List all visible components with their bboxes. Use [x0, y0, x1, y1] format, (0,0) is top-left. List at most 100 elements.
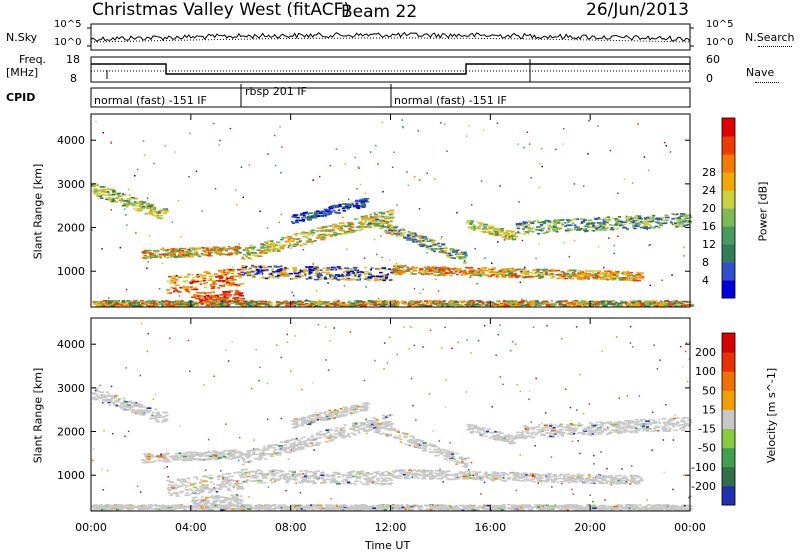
range-cell: [130, 196, 135, 199]
range-cell: [539, 275, 544, 278]
range-cell: [662, 303, 668, 306]
range-cell: [338, 302, 342, 305]
range-cell: [411, 237, 416, 240]
range-cell: [285, 237, 290, 239]
range-cell: [241, 266, 247, 269]
range-cell: [467, 301, 471, 304]
range-cell: [223, 269, 226, 271]
range-cell: [542, 270, 548, 273]
range-cell: [614, 276, 619, 279]
range-cell: [381, 256, 383, 259]
range-cell: [308, 275, 313, 278]
range-cell: [591, 302, 597, 305]
range-cell: [464, 303, 468, 306]
range-cell: [369, 225, 373, 227]
range-cell: [592, 227, 597, 229]
range-cell: [204, 484, 209, 486]
range-cell: [99, 186, 105, 188]
range-cell: [226, 271, 230, 273]
range-cell: [578, 303, 583, 306]
range-cell: [625, 277, 629, 280]
range-cell: [279, 272, 284, 274]
range-cell: [384, 225, 390, 228]
range-cell: [152, 210, 156, 212]
range-cell: [193, 483, 196, 485]
range-cell: [538, 277, 542, 279]
range-cell: [209, 295, 214, 297]
range-cell: [232, 266, 234, 268]
range-cell: [236, 495, 240, 497]
range-cell: [189, 457, 195, 459]
range-cell: [139, 406, 143, 409]
range-cell: [232, 483, 235, 486]
range-cell: [544, 219, 550, 222]
range-cell: [348, 269, 353, 272]
range-cell: [186, 484, 190, 487]
range-cell: [206, 302, 211, 304]
range-cell: [353, 274, 357, 277]
range-cell: [646, 216, 650, 219]
range-cell: [603, 229, 607, 231]
range-cell: [234, 500, 239, 502]
range-cell: [210, 285, 212, 288]
range-cell: [126, 198, 130, 200]
range-cell: [599, 272, 604, 274]
range-cell: [325, 269, 330, 271]
range-cell: [348, 223, 353, 225]
range-cell: [682, 300, 687, 303]
range-cell: [566, 222, 569, 224]
range-cell: [400, 267, 404, 269]
range-cell: [398, 271, 403, 274]
range-cell: [507, 274, 510, 276]
range-cell: [220, 271, 224, 274]
range-cell: [185, 290, 190, 292]
range-cell: [141, 256, 146, 259]
range-cell: [207, 279, 212, 282]
range-cell: [531, 231, 535, 233]
range-cell: [407, 184, 410, 186]
range-cell: [362, 301, 366, 303]
range-cell: [321, 301, 325, 304]
range-cell: [304, 216, 308, 219]
range-cell: [621, 301, 627, 304]
range-cell: [182, 455, 187, 458]
range-cell: [440, 236, 443, 238]
range-cell: [525, 224, 530, 226]
range-cell: [163, 457, 166, 459]
range-cell: [190, 305, 194, 307]
range-cell: [192, 503, 198, 505]
range-cell: [395, 235, 399, 238]
range-cell: [199, 300, 204, 302]
range-cell: [623, 178, 626, 180]
range-cell: [373, 238, 376, 241]
range-cell: [222, 291, 228, 293]
range-cell: [514, 269, 518, 271]
range-cell: [273, 245, 277, 248]
range-cell: [498, 271, 504, 273]
range-cell: [317, 300, 321, 302]
range-cell: [218, 254, 222, 256]
range-cell: [146, 205, 151, 208]
range-cell: [133, 303, 138, 306]
range-cell: [227, 291, 231, 294]
range-cell: [552, 275, 555, 278]
range-cell: [484, 257, 486, 259]
range-cell: [205, 304, 210, 307]
range-cell: [298, 302, 304, 304]
range-cell: [602, 304, 606, 307]
range-cell: [654, 225, 659, 228]
range-cell: [643, 227, 648, 229]
range-cell: [216, 476, 221, 478]
range-cell: [160, 453, 164, 456]
range-cell: [598, 226, 602, 228]
range-cell: [212, 497, 216, 500]
range-cell: [341, 267, 344, 270]
range-cell: [639, 226, 644, 229]
range-cell: [128, 304, 133, 307]
range-cell: [645, 304, 650, 306]
range-cell: [130, 401, 135, 404]
range-cell: [579, 218, 583, 220]
range-cell: [184, 494, 189, 497]
range-cell: [454, 268, 458, 270]
